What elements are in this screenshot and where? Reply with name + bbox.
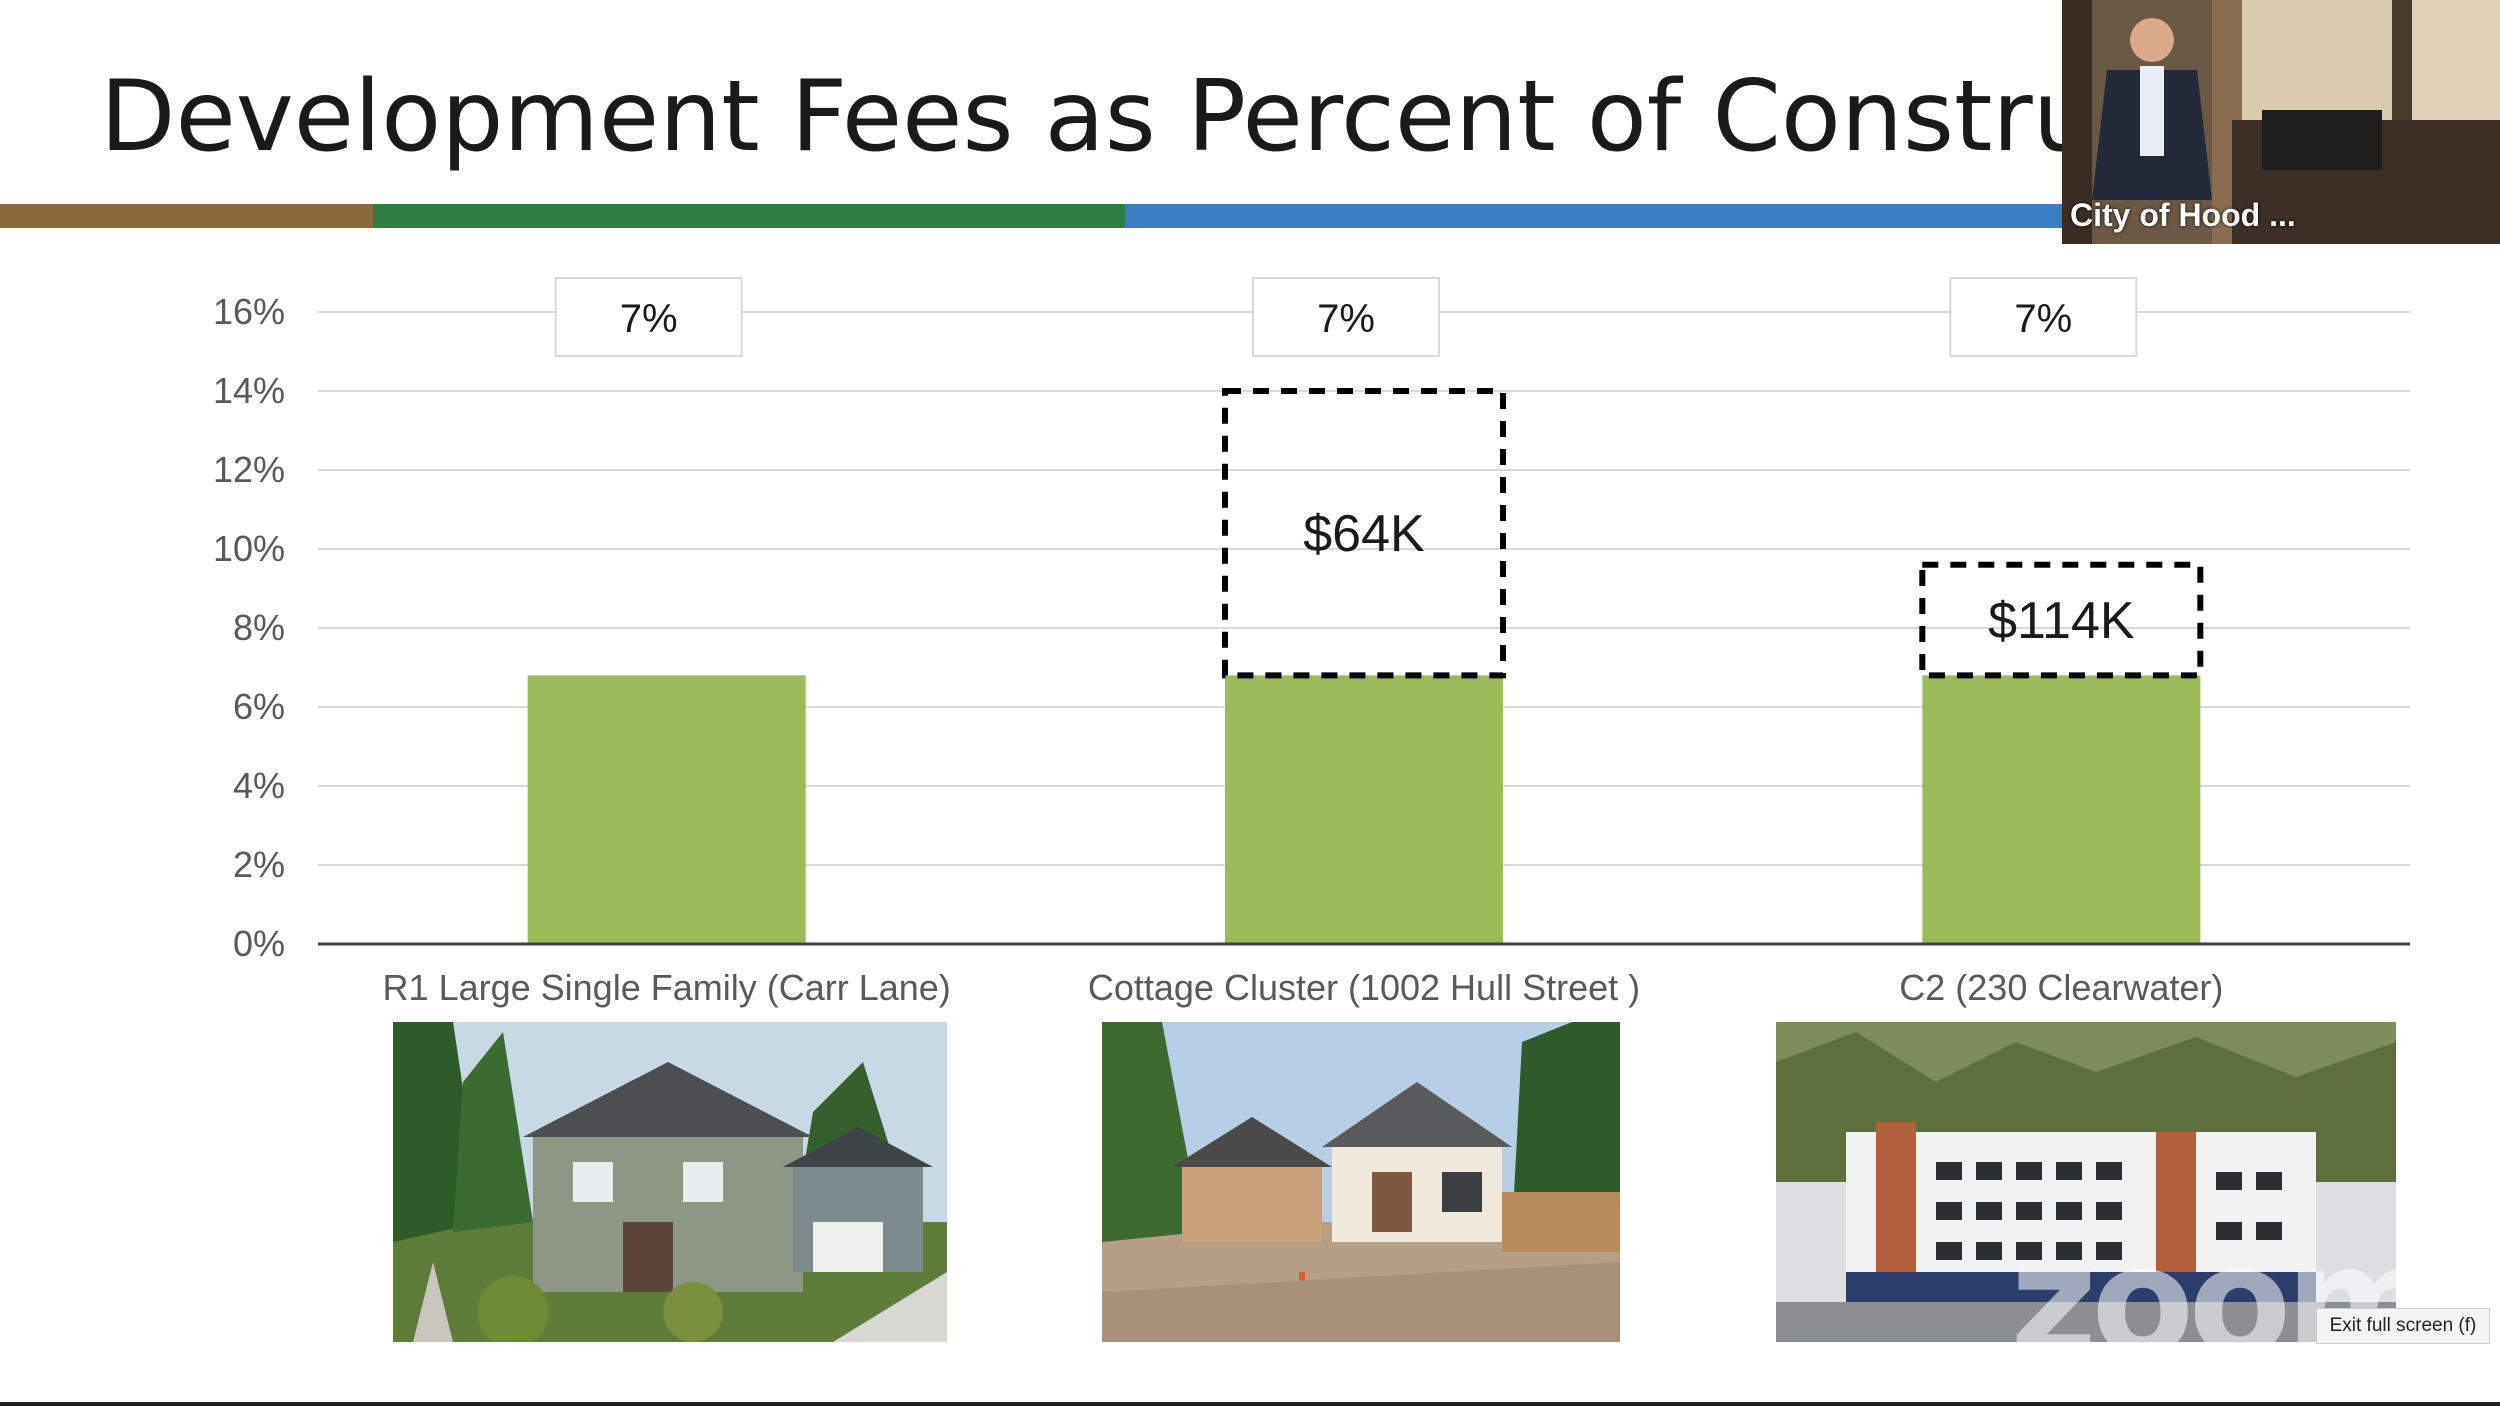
exit-fullscreen-button[interactable]: Exit full screen (f) [2316,1308,2490,1344]
video-frame [2062,0,2500,244]
bar-chart: 0% 2% 4% 6% 8% 10% 12% 14% 16% $64K $114K 7% 7% 7% R1 … [213,277,2410,1008]
bottom-border [0,1402,2500,1406]
participant-video-tile[interactable]: City of Hood ... [2062,0,2500,244]
additional-fee-label: $64K [1303,505,1425,563]
stripe-brown [0,204,373,228]
value-label-box [1949,277,2138,357]
y-tick-label: 2% [233,844,285,885]
title-stripe [0,204,2062,228]
bar [1225,675,1503,944]
data-label: 7% [1317,297,1375,341]
y-tick-label: 14% [213,370,285,411]
additional-fee-box [1222,388,1506,679]
y-tick-label: 6% [233,686,285,727]
value-label-box [554,277,743,357]
stripe-blue [1125,204,2062,228]
y-tick-label: 12% [213,449,285,490]
y-tick-label: 10% [213,528,285,569]
photo-single-family-house [393,1022,947,1342]
slide-title: Development Fees as Percent of Construct… [100,60,2395,174]
y-tick-label: 8% [233,607,285,648]
bar [1922,675,2201,944]
value-label-box [1252,277,1440,357]
y-tick-label: 16% [213,291,285,332]
category-label: C2 (230 Clearwater) [1899,967,2223,1008]
video-participant-name: City of Hood ... [2070,197,2296,233]
stripe-green [373,204,1125,228]
y-tick-label: 4% [233,765,285,806]
additional-fee-label: $114K [1988,592,2135,650]
data-label: 7% [620,297,678,341]
data-label: 7% [2014,297,2072,341]
y-tick-label: 0% [233,923,285,964]
photo-cottage-cluster [1102,1022,1620,1342]
photo-c2-apartment-building [1776,1022,2396,1342]
bar [527,675,806,944]
category-label: R1 Large Single Family (Carr Lane) [383,967,951,1008]
category-label: Cottage Cluster (1002 Hull Street ) [1088,967,1640,1008]
zoom-watermark: zoom [2010,1215,2442,1389]
